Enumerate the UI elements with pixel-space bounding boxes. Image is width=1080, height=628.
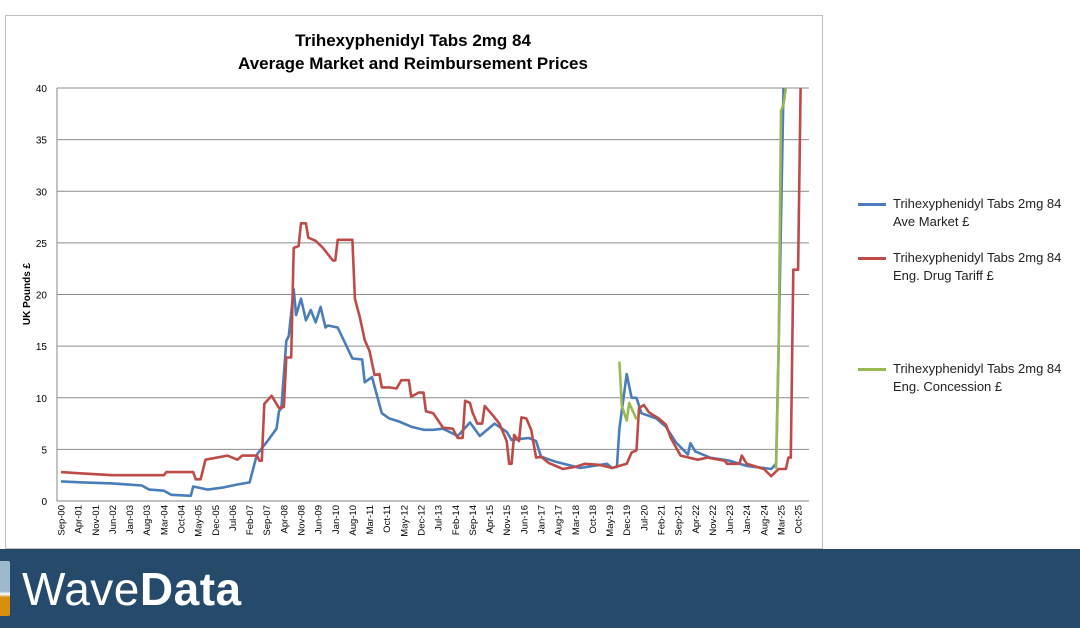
- legend-label: Trihexyphenidyl Tabs 2mg 84 Eng. Drug Ta…: [893, 250, 1062, 283]
- legend-item-drug-tariff: Trihexyphenidyl Tabs 2mg 84 Eng. Drug Ta…: [858, 249, 1080, 285]
- x-tick-label: Sep-14: [468, 505, 479, 536]
- line-chart: Trihexyphenidyl Tabs 2mg 84 Average Mark…: [22, 31, 809, 537]
- x-tick-label: Aug-17: [554, 505, 565, 536]
- y-tick-label: 10: [36, 394, 48, 405]
- x-tick-label: Apr-08: [279, 505, 290, 534]
- y-tick-label: 25: [36, 239, 48, 250]
- x-tick-label: Nov-08: [297, 505, 308, 536]
- wavedata-logo-icon: [0, 561, 10, 616]
- y-tick-label: 30: [36, 187, 48, 198]
- x-tick-label: Sep-00: [57, 505, 68, 536]
- x-tick-label: Jul-20: [639, 505, 650, 531]
- x-tick-label: Dec-19: [622, 505, 633, 536]
- chart-title: Trihexyphenidyl Tabs 2mg 84: [295, 31, 531, 50]
- x-tick-label: May-19: [605, 505, 616, 537]
- x-tick-label: Mar-18: [571, 505, 582, 535]
- x-tick-label: Dec-12: [417, 505, 428, 536]
- x-tick-label: Aug-10: [348, 505, 359, 536]
- x-tick-label: Apr-01: [74, 505, 85, 534]
- x-tick-label: Oct-04: [177, 505, 188, 534]
- series-line-1: [60, 87, 802, 481]
- x-tick-label: Sep-07: [262, 505, 273, 536]
- x-tick-label: Jun-16: [519, 505, 530, 534]
- legend-swatch: [858, 368, 886, 371]
- x-tick-label: May-05: [194, 505, 205, 537]
- x-tick-label: Feb-07: [245, 505, 256, 535]
- x-tick-label: Nov-15: [502, 505, 513, 536]
- series-line-0: [60, 87, 785, 498]
- y-axis-label: UK Pounds £: [22, 262, 33, 325]
- x-tick-label: Aug-24: [759, 505, 770, 536]
- x-tick-label: Oct-11: [382, 505, 393, 533]
- legend-label: Trihexyphenidyl Tabs 2mg 84 Eng. Concess…: [893, 361, 1062, 394]
- x-tick-label: Feb-14: [451, 505, 462, 535]
- chart-subtitle: Average Market and Reimbursement Prices: [238, 54, 588, 73]
- x-tick-label: Mar-04: [159, 505, 170, 535]
- chart-area: Trihexyphenidyl Tabs 2mg 84 Average Mark…: [5, 15, 823, 549]
- x-tick-label: Jun-09: [314, 505, 325, 534]
- legend-item-concession: Trihexyphenidyl Tabs 2mg 84 Eng. Concess…: [858, 360, 1080, 396]
- y-tick-label: 40: [36, 84, 48, 95]
- x-tick-label: Aug-03: [142, 505, 153, 536]
- x-tick-label: Feb-21: [657, 505, 668, 535]
- x-tick-label: Nov-22: [708, 505, 719, 536]
- x-tick-label: Jun-02: [108, 505, 119, 534]
- y-tick-label: 15: [36, 342, 48, 353]
- x-tick-label: Jul-06: [228, 505, 239, 531]
- x-tick-label: Apr-15: [485, 505, 496, 534]
- x-tick-label: Sep-21: [674, 505, 685, 536]
- legend-item-ave-market: Trihexyphenidyl Tabs 2mg 84 Ave Market £: [858, 195, 1080, 231]
- footer-banner: WaveData: [0, 549, 1080, 628]
- x-tick-label: Jan-10: [331, 505, 342, 534]
- x-tick-label: Jul-13: [434, 505, 445, 531]
- y-tick-label: 5: [41, 445, 47, 456]
- legend-swatch: [858, 257, 886, 260]
- legend-swatch: [858, 203, 886, 206]
- logo-text-light: Wave: [22, 563, 140, 615]
- x-tick-label: Apr-22: [691, 505, 702, 534]
- x-tick-label: Jun-23: [725, 505, 736, 534]
- x-tick-label: Dec-05: [211, 505, 222, 536]
- y-tick-label: 20: [36, 291, 48, 302]
- x-tick-label: Jan-03: [125, 505, 136, 534]
- x-tick-label: Mar-25: [777, 505, 788, 535]
- x-tick-label: Oct-18: [588, 505, 599, 534]
- legend-label: Trihexyphenidyl Tabs 2mg 84 Ave Market £: [893, 196, 1062, 229]
- wavedata-logo: WaveData: [22, 561, 242, 617]
- y-tick-label: 35: [36, 136, 48, 147]
- x-tick-label: Mar-11: [365, 505, 376, 534]
- x-tick-label: Oct-25: [794, 505, 805, 534]
- series-line-2: [618, 361, 638, 422]
- x-tick-label: Jan-24: [742, 505, 753, 534]
- logo-text-bold: Data: [139, 563, 242, 615]
- x-tick-label: Nov-01: [91, 505, 102, 536]
- x-tick-label: May-12: [399, 505, 410, 537]
- y-tick-label: 0: [41, 497, 47, 508]
- x-tick-label: Jan-17: [537, 505, 548, 534]
- series-line-2: [774, 87, 788, 470]
